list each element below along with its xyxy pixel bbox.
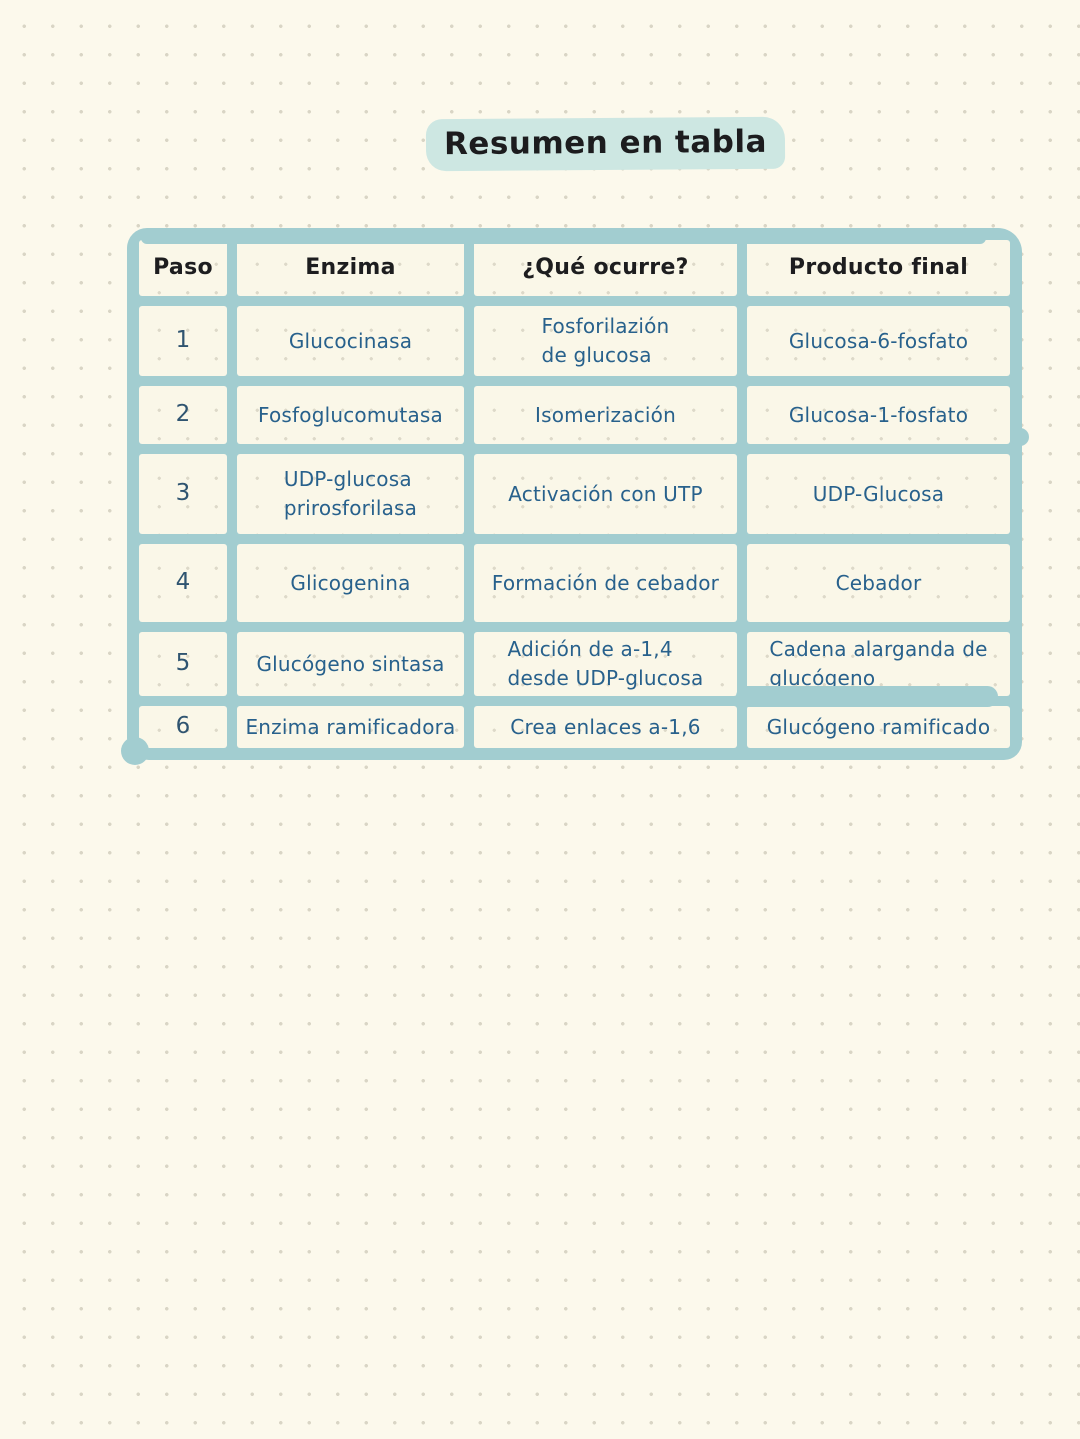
cell-row2-enzima: Fosfoglucomutasa [237, 386, 464, 444]
header-cell-producto: Producto final [747, 240, 1010, 296]
cell-row3-paso: 3 [139, 454, 227, 534]
header-cell-enzima: Enzima [237, 240, 464, 296]
cell-row4-ocurre: Formación de cebador [474, 544, 737, 622]
cell-row3-ocurre: Activación con UTP [474, 454, 737, 534]
cell-row6-paso: 6 [139, 706, 227, 748]
cell-row1-ocurre: Fosforilazión de glucosa [474, 306, 737, 376]
cell-row5-ocurre: Adición de a-1,4 desde UDP-glucosa [474, 632, 737, 696]
cell-row6-enzima: Enzima ramificadora [237, 706, 464, 748]
hand-drawn-corner-blob [121, 737, 149, 765]
cell-row1-enzima: Glucocinasa [237, 306, 464, 376]
cell-row5-producto: Cadena alarganda de glucógeno [747, 632, 1010, 696]
cell-row6-producto: Glucógeno ramificado [747, 706, 1010, 748]
hand-drawn-top-stroke [141, 232, 986, 244]
cell-row3-producto: UDP-Glucosa [747, 454, 1010, 534]
cell-row5-paso: 5 [139, 632, 227, 696]
cell-row3-enzima: UDP-glucosa prirosforilasa [237, 454, 464, 534]
cell-row4-paso: 4 [139, 544, 227, 622]
cell-row2-ocurre: Isomerización [474, 386, 737, 444]
summary-table: Paso Enzima ¿Qué ocurre? Producto final … [121, 228, 1029, 765]
header-cell-paso: Paso [139, 240, 227, 296]
page-title-row: Resumen en tabla [130, 116, 1080, 172]
cell-row6-ocurre: Crea enlaces a-1,6 [474, 706, 737, 748]
cell-row4-enzima: Glicogenina [237, 544, 464, 622]
table-grid: Paso Enzima ¿Qué ocurre? Producto final … [139, 240, 1010, 748]
cell-row2-paso: 2 [139, 386, 227, 444]
cell-row2-producto: Glucosa-1-fosfato [747, 386, 1010, 444]
cell-row5-enzima: Glucógeno sintasa [237, 632, 464, 696]
cell-row4-producto: Cebador [747, 544, 1010, 622]
page-title: Resumen en tabla [425, 116, 785, 172]
hand-drawn-separator-cap [736, 686, 998, 707]
header-cell-ocurre: ¿Qué ocurre? [474, 240, 737, 296]
cell-row1-paso: 1 [139, 306, 227, 376]
cell-row1-producto: Glucosa-6-fosfato [747, 306, 1010, 376]
hand-drawn-border-bump [1011, 428, 1029, 446]
